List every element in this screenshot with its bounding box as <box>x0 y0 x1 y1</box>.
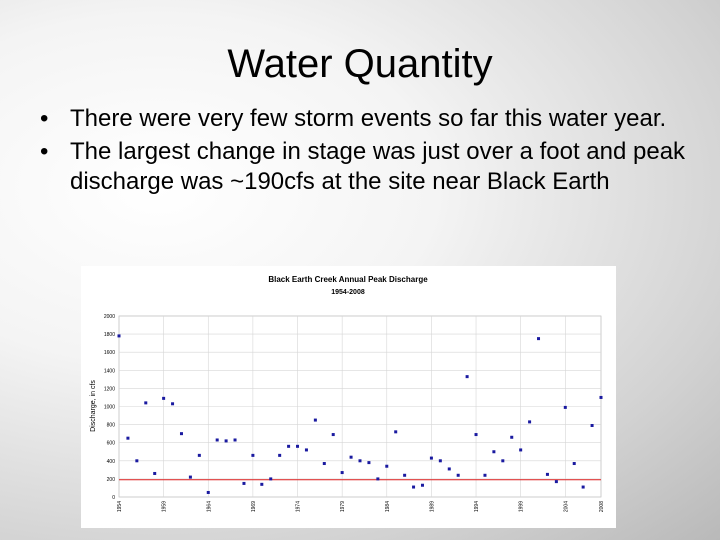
data-point <box>447 467 451 471</box>
data-point <box>412 485 416 489</box>
data-point <box>385 464 389 468</box>
x-tick-label: 1954 <box>117 501 123 512</box>
data-point <box>403 473 407 477</box>
y-axis-label: Discharge, in cfs <box>90 380 97 432</box>
data-point <box>313 418 317 422</box>
bullet-dot-icon: • <box>40 105 49 132</box>
data-point <box>537 337 541 341</box>
x-tick-label: 1969 <box>251 501 257 512</box>
data-point <box>144 401 148 405</box>
data-point <box>394 430 398 434</box>
data-point <box>519 448 523 452</box>
data-point <box>572 462 576 466</box>
x-tick-label: 1979 <box>340 501 346 512</box>
x-tick-label: 1964 <box>206 501 212 512</box>
x-tick-label: 2008 <box>599 501 605 512</box>
x-tick-label: 1989 <box>429 501 435 512</box>
data-point <box>358 459 362 463</box>
data-point <box>510 435 514 439</box>
data-point <box>420 483 424 487</box>
data-point <box>367 461 371 465</box>
data-point <box>135 459 139 463</box>
data-point <box>224 439 228 443</box>
data-point <box>162 396 166 400</box>
data-point <box>465 375 469 379</box>
data-point <box>304 448 308 452</box>
x-tick-label: 1984 <box>385 501 391 512</box>
data-point <box>581 485 585 489</box>
data-point <box>179 432 183 436</box>
data-point <box>331 433 335 437</box>
y-tick-label: 200 <box>107 477 116 483</box>
data-point <box>278 453 282 457</box>
data-point <box>501 459 505 463</box>
data-point <box>590 424 594 428</box>
data-point <box>563 405 567 409</box>
chart-title: Black Earth Creek Annual Peak Discharge <box>268 275 428 284</box>
y-tick-label: 800 <box>107 423 116 429</box>
data-point <box>545 472 549 476</box>
data-point <box>483 473 487 477</box>
y-tick-label: 1000 <box>104 405 115 411</box>
plot-area: 0 200 400 600 800 1000 1200 1400 1600 1800 2000 195… <box>104 314 605 512</box>
data-point <box>296 444 300 448</box>
x-tick-label: 1994 <box>474 501 480 512</box>
data-point <box>492 450 496 454</box>
data-point <box>322 462 326 466</box>
y-tick-label: 1400 <box>104 368 115 374</box>
data-point <box>251 453 255 457</box>
slide-title: Water Quantity <box>227 42 493 86</box>
data-point <box>260 482 264 486</box>
data-point <box>117 334 121 338</box>
bullet-text: There were very few storm events so far … <box>70 105 667 132</box>
data-point <box>599 395 603 399</box>
data-point <box>287 444 291 448</box>
y-tick-label: 2000 <box>104 314 115 320</box>
bullet-dot-icon: • <box>40 138 49 165</box>
data-point <box>188 475 192 479</box>
data-point <box>474 433 478 437</box>
data-point <box>215 438 219 442</box>
data-point <box>126 436 130 440</box>
bullet-item: • There were very few storm events so far… <box>40 104 700 134</box>
x-tick-label: 2004 <box>563 501 569 512</box>
data-point <box>349 455 353 459</box>
data-point <box>233 438 237 442</box>
y-tick-label: 600 <box>107 441 116 447</box>
data-point <box>269 477 273 481</box>
x-tick-label: 1999 <box>519 501 525 512</box>
bullet-text: The largest change in stage was just ove… <box>70 138 686 195</box>
chart-container: Black Earth Creek Annual Peak Discharge … <box>81 266 616 528</box>
y-tick-label: 400 <box>107 459 116 465</box>
y-tick-label: 1600 <box>104 350 115 356</box>
y-tick-label: 1800 <box>104 332 115 338</box>
bullet-item: • The largest change in stage was just ov… <box>40 137 700 197</box>
data-point <box>197 453 201 457</box>
data-point <box>376 477 380 481</box>
data-point <box>242 481 246 485</box>
x-tick-label: 1959 <box>162 501 168 512</box>
x-tick-label: 1974 <box>296 501 302 512</box>
data-point <box>153 471 157 475</box>
data-point <box>340 471 344 475</box>
y-tick-label: 1200 <box>104 386 115 392</box>
scatter-chart: Black Earth Creek Annual Peak Discharge … <box>90 275 605 512</box>
data-point <box>171 402 175 406</box>
data-point <box>206 490 210 494</box>
data-point <box>528 420 532 424</box>
y-tick-label: 0 <box>112 495 115 501</box>
data-point <box>554 480 558 484</box>
data-point <box>429 456 433 460</box>
data-point <box>438 459 442 463</box>
chart-subtitle: 1954-2008 <box>331 289 365 296</box>
bullet-list: • There were very few storm events so far… <box>40 104 700 200</box>
data-point <box>456 473 460 477</box>
